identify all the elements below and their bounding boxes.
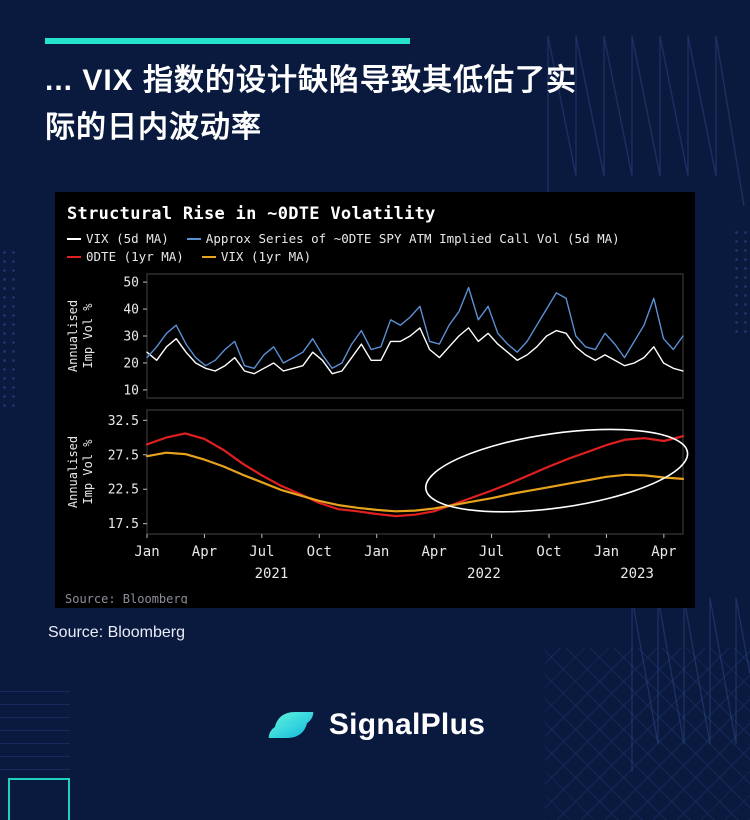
x-tick-label: Jan xyxy=(594,544,619,560)
legend-item: VIX (1yr MA) xyxy=(201,249,312,264)
decor-sawtooth-right-middle xyxy=(631,597,750,772)
series-line xyxy=(145,451,685,513)
axis-ylabel: Imp Vol % xyxy=(81,439,95,505)
x-tick-label: Jul xyxy=(479,544,504,560)
page-title-line-1: ... VIX 指数的设计缺陷导致其低估了实 xyxy=(45,64,578,97)
chart-legend: VIX (5d MA) Approx Series of ~0DTE SPY AT… xyxy=(63,231,689,264)
page-title-line-2: 际的日内波动率 xyxy=(45,111,262,144)
y-tick-label: 22.5 xyxy=(108,483,139,498)
decor-dotgrid-left xyxy=(0,248,20,408)
x-tick-label: Jul xyxy=(249,544,274,560)
legend-swatch-icon xyxy=(67,237,81,240)
axis-ylabel: Imp Vol % xyxy=(81,303,95,369)
title-accent-bar xyxy=(45,38,410,44)
series-line xyxy=(146,286,684,370)
y-tick-label: 40 xyxy=(123,303,139,318)
legend-item: VIX (5d MA) xyxy=(67,231,169,246)
series-line xyxy=(145,432,685,518)
x-tick-label: Jan xyxy=(364,544,389,560)
legend-label: VIX (5d MA) xyxy=(86,231,169,246)
legend-label: Approx Series of ~0DTE SPY ATM Implied C… xyxy=(205,231,620,246)
legend-label: 0DTE (1yr MA) xyxy=(86,249,184,264)
legend-label: VIX (1yr MA) xyxy=(220,249,312,264)
chart-inner-source: Source: Bloomberg xyxy=(65,592,188,604)
chart-legend-row: VIX (5d MA) Approx Series of ~0DTE SPY AT… xyxy=(67,231,689,246)
series-line xyxy=(146,327,684,375)
page-title: ... VIX 指数的设计缺陷导致其低估了实 际的日内波动率 xyxy=(45,57,715,151)
year-label: 2022 xyxy=(467,566,501,582)
x-tick-label: Apr xyxy=(651,544,676,560)
decor-teal-frame-bottom-left xyxy=(8,778,70,820)
signalplus-logo-icon xyxy=(268,712,314,738)
legend-swatch-icon xyxy=(67,255,81,258)
axis-ylabel: Annualised xyxy=(66,436,80,508)
y-tick-label: 20 xyxy=(123,356,139,371)
panel-frame xyxy=(146,409,684,535)
y-tick-label: 30 xyxy=(123,330,139,345)
y-tick-label: 17.5 xyxy=(108,517,139,532)
legend-item: Approx Series of ~0DTE SPY ATM Implied C… xyxy=(186,231,620,246)
decor-dotgrid-right xyxy=(732,228,750,338)
legend-swatch-icon xyxy=(201,255,216,258)
chart-card: Structural Rise in ~0DTE Volatility VIX … xyxy=(55,192,695,608)
year-label: 2021 xyxy=(255,566,289,582)
y-tick-label: 32.5 xyxy=(108,414,139,429)
legend-swatch-icon xyxy=(186,237,201,240)
x-tick-label: Oct xyxy=(307,544,332,560)
y-tick-label: 10 xyxy=(123,383,139,398)
year-label: 2023 xyxy=(620,566,654,582)
y-tick-label: 27.5 xyxy=(108,448,139,463)
x-tick-label: Apr xyxy=(421,544,446,560)
chart-legend-row: 0DTE (1yr MA) VIX (1yr MA) xyxy=(67,249,689,264)
brand-footer: SignalPlus xyxy=(0,704,750,746)
chart-title: Structural Rise in ~0DTE Volatility xyxy=(67,204,436,224)
source-label: Source: Bloomberg xyxy=(48,624,185,641)
legend-item: 0DTE (1yr MA) xyxy=(67,249,184,264)
x-tick-label: Oct xyxy=(536,544,561,560)
x-tick-label: Jan xyxy=(134,544,159,560)
annotation-ellipse xyxy=(424,428,689,513)
y-tick-label: 50 xyxy=(123,276,139,291)
axis-ylabel: Annualised xyxy=(66,300,80,372)
x-tick-label: Apr xyxy=(192,544,217,560)
brand-name: SignalPlus xyxy=(328,708,486,741)
